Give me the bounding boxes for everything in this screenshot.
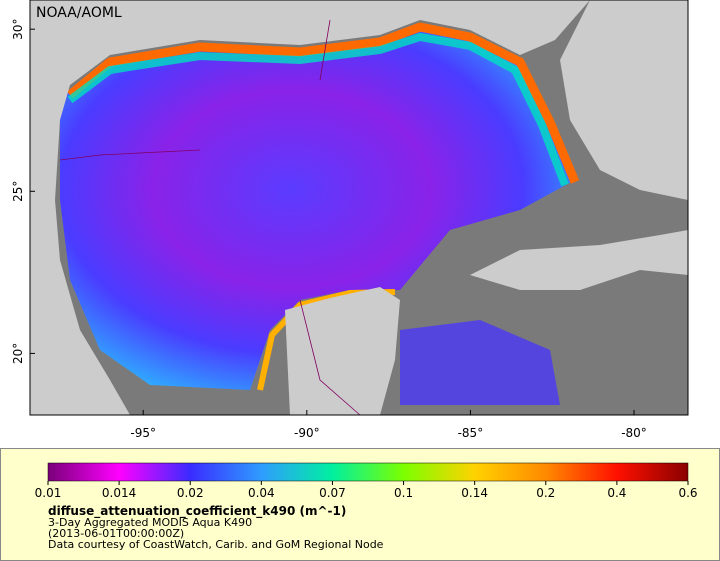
legend-line: Data courtesy of CoastWatch, Carib. and …: [48, 538, 384, 551]
y-tick-label: 20°: [11, 343, 25, 364]
land-cuba: [470, 230, 688, 290]
colorbar-label: 0.07: [319, 486, 346, 500]
borders: [59, 19, 361, 416]
colorbar-label: 0.02: [177, 486, 204, 500]
x-tick-label: -80°: [621, 426, 647, 440]
x-tick-label: -85°: [458, 426, 484, 440]
legend-line: 3-Day Aggregated MODIS Aqua K490: [48, 516, 252, 529]
coastal-mid-values: [67, 32, 569, 187]
x-tick-label: -95°: [130, 426, 156, 440]
land-yucatan: [285, 287, 400, 415]
x-tick-label: -90°: [294, 426, 320, 440]
legend-line: (2013-06-01T00:00:00Z): [48, 527, 184, 540]
land-north-west: [30, 0, 590, 415]
colorbar-label: 0.014: [102, 486, 136, 500]
colorbar-label: 0.01: [35, 486, 62, 500]
colorbar-label: 0.1: [394, 486, 413, 500]
colorbar-label: 0.04: [248, 486, 275, 500]
colorbar: [47, 462, 689, 482]
y-tick-label: 30°: [11, 19, 25, 40]
colorbar-label: 0.6: [678, 486, 697, 500]
credit: NOAA/AOML: [36, 5, 122, 21]
land-florida: [560, 0, 688, 200]
colorbar-label: 0.2: [536, 486, 555, 500]
colorbar-label: 0.4: [607, 486, 626, 500]
colorbar-label: 0.14: [461, 486, 488, 500]
coastal-high-values: [67, 22, 580, 184]
k490-field-caribbean: [400, 320, 560, 405]
map-frame: [29, 0, 689, 416]
legend-title: diffuse_attenuation_coefficient_k490 (m^…: [48, 504, 346, 519]
k490-field: [60, 25, 575, 390]
y-tick-label: 25°: [11, 181, 25, 202]
